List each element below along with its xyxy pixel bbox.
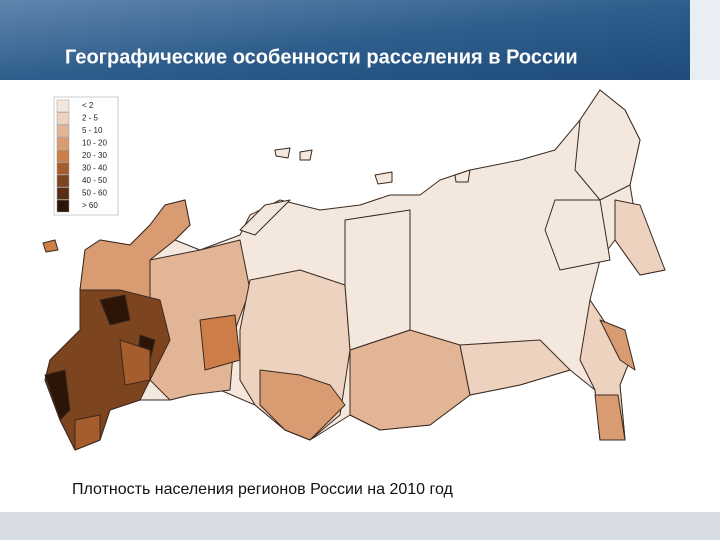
title-bar	[0, 0, 720, 80]
legend-swatch	[56, 112, 70, 125]
legend-swatch	[56, 187, 70, 200]
legend-swatch	[56, 137, 70, 150]
region	[459, 339, 571, 396]
legend-label: > 60	[82, 201, 98, 210]
map-caption: Плотность населения регионов России на 2…	[72, 481, 454, 498]
legend-label: 50 - 60	[82, 189, 107, 198]
region	[259, 369, 346, 441]
legend-swatch	[56, 174, 70, 188]
legend-swatch	[56, 124, 70, 138]
region	[74, 339, 151, 451]
region	[344, 209, 411, 351]
legend-label: 40 - 50	[82, 176, 107, 185]
legend: < 2 2 - 5 5 - 10 10 - 20 20 - 30 30 - 40 40 - …	[53, 96, 119, 216]
legend-label: 20 - 30	[82, 151, 107, 160]
region	[44, 289, 171, 451]
legend-label: 5 - 10	[82, 126, 103, 135]
legend-swatch	[56, 162, 70, 175]
region	[199, 314, 241, 371]
legend-swatch	[56, 149, 70, 163]
region	[614, 199, 666, 276]
legend-swatch	[56, 199, 70, 213]
legend-label: 10 - 20	[82, 139, 107, 148]
title-bar-edge	[690, 0, 720, 80]
region	[544, 89, 641, 271]
legend-swatch	[56, 99, 70, 113]
footer-band	[0, 512, 720, 540]
region	[594, 319, 636, 441]
exclave	[42, 239, 59, 253]
russia-map	[42, 89, 666, 451]
region	[349, 329, 471, 431]
legend-label: < 2	[82, 101, 94, 110]
legend-label: 30 - 40	[82, 164, 107, 173]
legend-label: 2 - 5	[82, 114, 99, 123]
island	[239, 147, 471, 236]
slide-title: Географические особенности расселения в …	[65, 46, 578, 68]
